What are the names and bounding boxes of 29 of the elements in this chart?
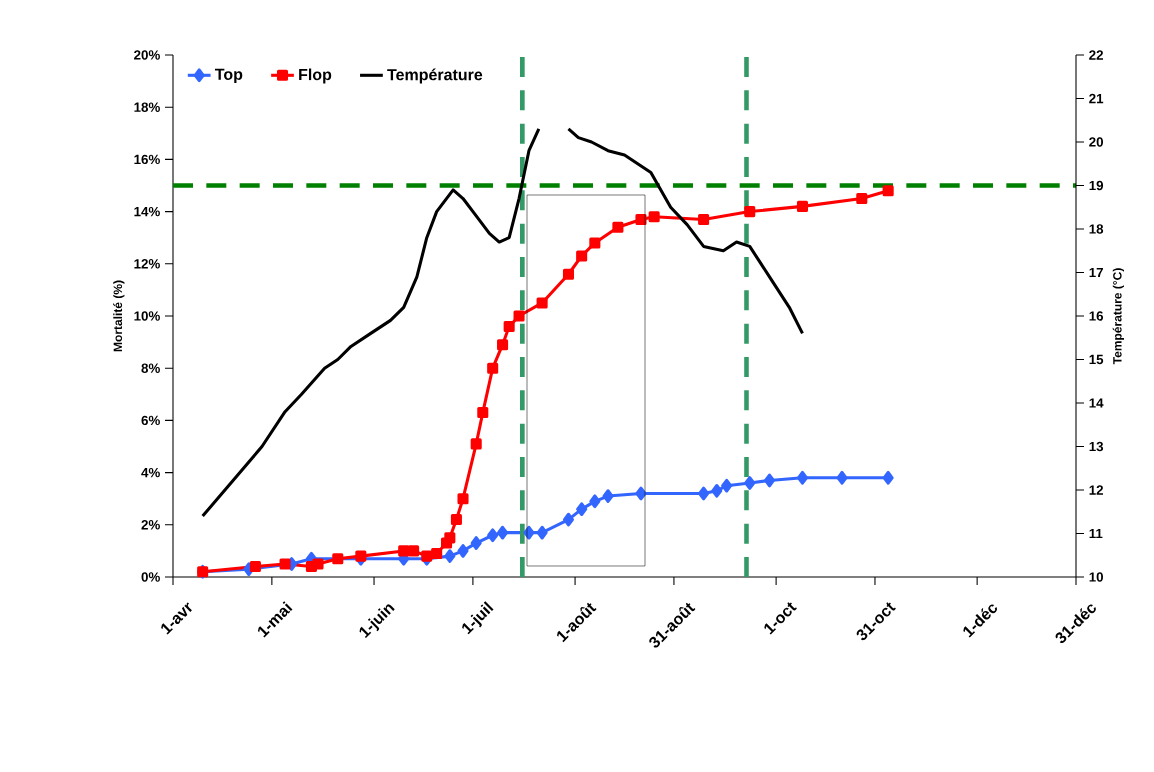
y2-tick-label: 15 — [1089, 354, 1104, 365]
y-tick-label: 2% — [141, 520, 160, 530]
y2-tick-label: 12 — [1089, 485, 1104, 495]
y-tick-label: 20% — [134, 50, 160, 60]
y-tick-label: 16% — [134, 154, 160, 165]
y2-tick-label: 19 — [1089, 180, 1104, 191]
y-tick-label: 8% — [141, 363, 160, 373]
y2-tick-label: 20 — [1089, 137, 1104, 147]
y2-tick-label: 16 — [1089, 311, 1104, 321]
y2-tick-label: 21 — [1089, 93, 1104, 104]
y2-tick-label: 22 — [1089, 50, 1104, 60]
y2-axis-title: Température (°C) — [1112, 268, 1124, 365]
y-tick-label: 4% — [141, 467, 160, 478]
legend-label: Température — [387, 68, 483, 84]
y2-tick-label: 10 — [1089, 572, 1104, 582]
y-tick-label: 0% — [141, 572, 160, 582]
y-tick-label: 10% — [134, 311, 160, 321]
y2-tick-label: 14 — [1089, 398, 1104, 408]
y-axis-title: Mortalité (%) — [113, 280, 125, 352]
y2-tick-label: 18 — [1089, 224, 1104, 234]
legend-label: Flop — [299, 68, 332, 84]
y-tick-label: 12% — [134, 259, 160, 269]
y-tick-label: 14% — [134, 206, 160, 217]
y2-tick-label: 17 — [1089, 267, 1103, 278]
y2-tick-label: 13 — [1089, 441, 1104, 452]
y-tick-label: 18% — [134, 102, 160, 112]
legend-label: Top — [214, 68, 243, 84]
y-tick-label: 6% — [141, 415, 160, 426]
y2-tick-label: 11 — [1089, 528, 1103, 539]
